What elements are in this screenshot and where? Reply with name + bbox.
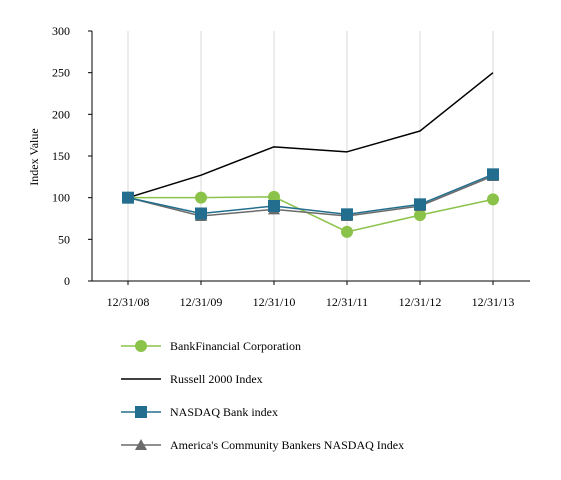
- x-axis-labels: 12/31/08 12/31/09 12/31/10 12/31/11 12/31/12…: [107, 31, 515, 309]
- plot-area: 12/31/08 12/31/09 12/31/10 12/31/11 12/31/12…: [27, 24, 530, 309]
- y-tick-label: 300: [52, 24, 70, 38]
- x-tick-label: 12/31/12: [399, 295, 442, 309]
- y-axis-title: Index Value: [27, 128, 41, 185]
- legend-label: America's Community Bankers NASDAQ Index: [170, 438, 404, 452]
- series-point: [414, 209, 426, 222]
- series-line: [127, 173, 494, 216]
- legend-swatch-marker: [135, 439, 147, 450]
- series-point: [268, 200, 280, 212]
- series-point: [487, 168, 499, 181]
- y-tick-label: 200: [52, 107, 70, 121]
- series-point: [195, 207, 207, 220]
- series-markers: [122, 168, 499, 238]
- legend-label: Russell 2000 Index: [170, 372, 263, 386]
- series-point: [122, 191, 134, 204]
- x-tick-label: 12/31/10: [253, 295, 296, 309]
- series-line: [127, 175, 494, 217]
- y-tick-label: 50: [58, 232, 70, 246]
- series-point: [487, 193, 499, 206]
- series-point: [268, 190, 280, 203]
- series-point: [341, 208, 353, 221]
- y-tick-label: 250: [52, 66, 70, 80]
- series-line: [127, 72, 494, 199]
- legend-swatch-marker: [135, 406, 147, 418]
- legend: BankFinancial Corporation Russell 2000 In…: [121, 339, 404, 452]
- legend-item: Russell 2000 Index: [121, 372, 263, 386]
- x-tick-label: 12/31/08: [107, 295, 150, 309]
- legend-label: BankFinancial Corporation: [170, 339, 301, 353]
- series-lines: [127, 72, 494, 233]
- series-line: [128, 196, 494, 233]
- legend-item: America's Community Bankers NASDAQ Index: [121, 438, 404, 452]
- x-tick-label: 12/31/11: [326, 295, 368, 309]
- series-point: [414, 198, 426, 211]
- y-tick-label: 150: [52, 149, 70, 163]
- legend-swatch-marker: [135, 340, 147, 352]
- legend-label: NASDAQ Bank index: [170, 405, 278, 419]
- y-axis-labels: 0 50 100 150 200 250 300: [52, 24, 92, 288]
- series-point: [341, 225, 353, 238]
- x-tick-label: 12/31/13: [472, 295, 515, 309]
- x-tick-label: 12/31/09: [180, 295, 223, 309]
- series-point: [195, 191, 207, 204]
- legend-item: NASDAQ Bank index: [121, 405, 278, 419]
- y-tick-label: 0: [64, 274, 70, 288]
- y-tick-label: 100: [52, 191, 70, 205]
- legend-item: BankFinancial Corporation: [121, 339, 301, 353]
